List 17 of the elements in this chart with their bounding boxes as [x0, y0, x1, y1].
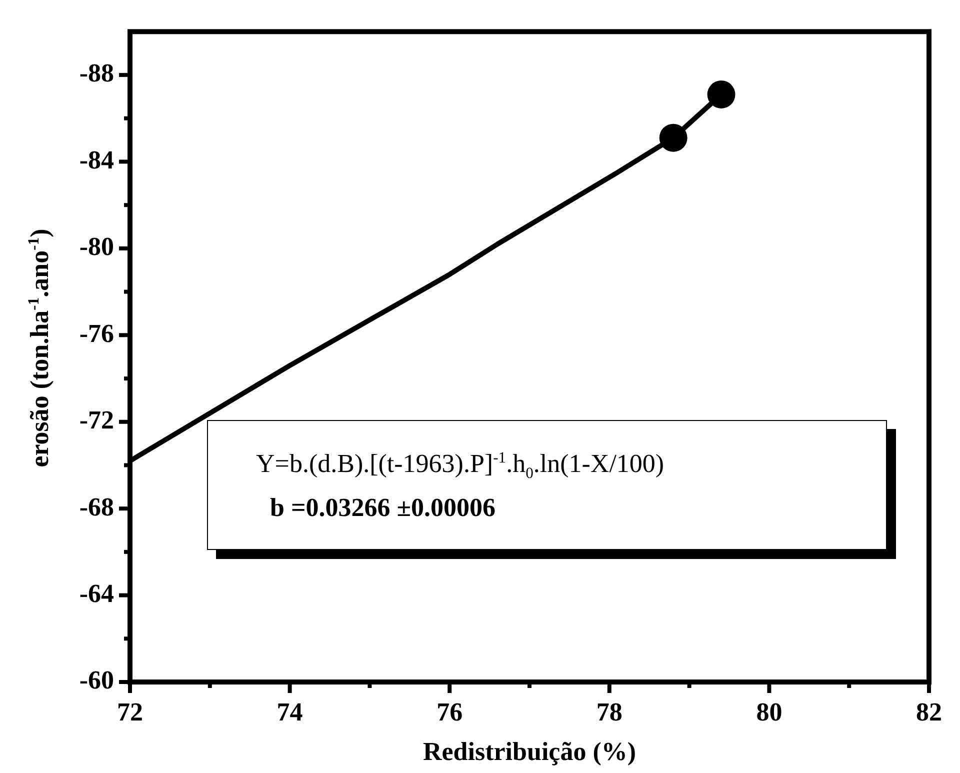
x-tick-label: 82 [916, 697, 942, 726]
annotation: b =0.03266 ±0.00006 [270, 493, 496, 523]
x-tick-label: 76 [436, 697, 463, 726]
y-tick-label: -68 [79, 492, 114, 522]
x-tick-label: 78 [596, 697, 622, 726]
x-tick-label: 74 [276, 697, 303, 726]
y-tick-label: -80 [79, 232, 114, 262]
y-tick-label: -72 [79, 406, 114, 435]
x-tick-label: 72 [117, 697, 143, 726]
annotation: Y=b.(d.B).[(t-1963).P]$^{-1}$.h$_{0}$.ln(1-X/100) [256, 449, 664, 484]
y-tick-label: -64 [79, 579, 114, 608]
y-tick-label: -88 [79, 58, 114, 88]
y-tick-label: -60 [79, 666, 114, 695]
y-tick-label: -84 [79, 145, 114, 174]
y-tick-label: -76 [79, 318, 114, 348]
x-tick-label: 80 [756, 697, 782, 726]
x-axis-title: Redistribuição (%) [422, 737, 636, 766]
